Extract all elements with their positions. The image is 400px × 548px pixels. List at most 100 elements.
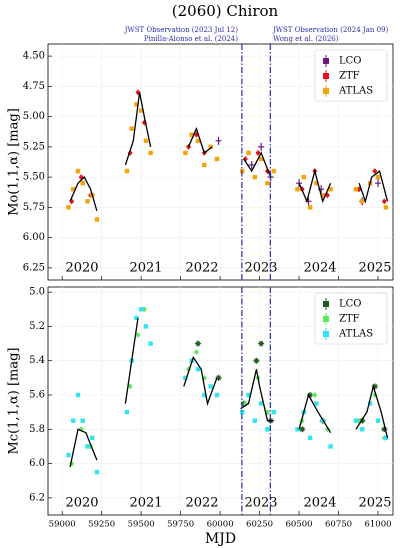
data-point	[80, 418, 85, 423]
year-label: 2021	[129, 496, 162, 511]
data-point	[246, 392, 251, 398]
year-label: 2022	[185, 261, 218, 276]
data-point	[295, 427, 300, 432]
y-tick-label: 6.0	[29, 458, 45, 469]
data-point	[214, 392, 220, 398]
y-tick-label: 5.0	[29, 287, 45, 298]
data-point	[202, 162, 207, 168]
data-point	[124, 168, 130, 174]
legend-label: ZTF	[339, 314, 360, 325]
data-point	[353, 418, 359, 423]
data-point	[66, 452, 71, 458]
data-point	[381, 426, 388, 433]
data-point	[307, 205, 313, 210]
year-label: 2025	[358, 261, 391, 276]
x-tick-label: 60000	[207, 520, 234, 530]
data-point	[134, 102, 139, 107]
data-point	[208, 384, 213, 389]
legend-label: LCO	[339, 56, 362, 67]
data-point	[215, 136, 222, 145]
data-point	[148, 150, 153, 156]
data-point	[360, 199, 365, 204]
legend-label: ATLAS	[338, 329, 373, 340]
data-point	[214, 156, 220, 162]
data-point	[295, 187, 300, 192]
data-point	[255, 149, 261, 156]
x-tick-label: 61000	[364, 520, 391, 530]
data-point	[375, 418, 381, 423]
data-point	[383, 205, 389, 210]
data-point	[138, 108, 144, 113]
data-point	[252, 418, 258, 423]
data-point	[90, 435, 95, 441]
data-point	[183, 150, 188, 156]
data-point	[307, 392, 314, 398]
data-point	[66, 205, 71, 210]
data-point	[85, 444, 90, 449]
year-label: 2020	[65, 496, 98, 511]
year-label: 2024	[303, 496, 336, 511]
data-point	[134, 315, 139, 321]
year-label: 2023	[244, 496, 277, 511]
data-point	[258, 401, 264, 406]
data-point	[215, 374, 222, 381]
data-point	[248, 161, 255, 170]
data-point	[375, 179, 381, 188]
annotation: Pinilla-Alonso et al. (2024)	[144, 35, 238, 43]
data-point	[307, 435, 313, 441]
data-point	[381, 198, 387, 205]
data-point	[265, 427, 270, 432]
data-point	[183, 375, 188, 381]
data-point	[253, 357, 260, 364]
data-point	[299, 426, 306, 433]
year-label: 2025	[358, 496, 391, 511]
x-axis-label: MJD	[205, 531, 236, 547]
data-point	[94, 217, 100, 222]
annotation: Wong et al. (2026)	[273, 35, 339, 43]
data-point	[258, 156, 264, 162]
y-tick-label: 5.75	[23, 202, 45, 213]
annotation: JWST Observation (2024 Jan 09)	[272, 26, 389, 34]
model-line	[69, 317, 389, 468]
data-point	[71, 418, 76, 423]
y-tick-label: 6.25	[23, 262, 45, 273]
data-point	[328, 444, 333, 449]
x-tick-label: 59000	[49, 520, 76, 530]
data-point	[296, 179, 303, 188]
data-point	[258, 340, 265, 347]
data-point	[258, 142, 265, 151]
chart-title: (2060) Chiron	[172, 2, 279, 20]
year-label: 2023	[244, 261, 277, 276]
x-tick-label: 60500	[286, 520, 313, 530]
data-point	[195, 367, 201, 372]
data-point	[195, 340, 201, 347]
legend-label: ZTF	[339, 71, 360, 82]
data-point	[75, 168, 81, 174]
year-label: 2021	[129, 261, 162, 276]
data-point	[75, 392, 81, 398]
data-point	[195, 138, 201, 144]
y-tick-label: 4.75	[23, 81, 45, 92]
data-point	[143, 138, 149, 144]
y-axis-label: Mo(1,1,α) [mag]	[7, 108, 22, 216]
legend-box	[314, 292, 388, 345]
data-point	[135, 332, 141, 338]
data-point	[360, 427, 365, 432]
y-tick-label: 5.8	[29, 424, 45, 435]
y-tick-label: 5.50	[23, 172, 45, 183]
x-tick-label: 59250	[88, 520, 115, 530]
data-point	[94, 469, 100, 475]
data-point	[314, 401, 319, 406]
y-tick-label: 6.2	[29, 492, 45, 503]
data-point	[71, 187, 76, 192]
data-point	[129, 126, 134, 131]
data-point	[312, 392, 318, 398]
data-point	[320, 193, 325, 198]
data-point	[193, 349, 199, 356]
year-label: 2022	[185, 496, 218, 511]
data-point	[208, 144, 213, 150]
data-point	[353, 187, 359, 192]
legend-label: LCO	[339, 299, 362, 310]
data-point	[314, 180, 319, 186]
